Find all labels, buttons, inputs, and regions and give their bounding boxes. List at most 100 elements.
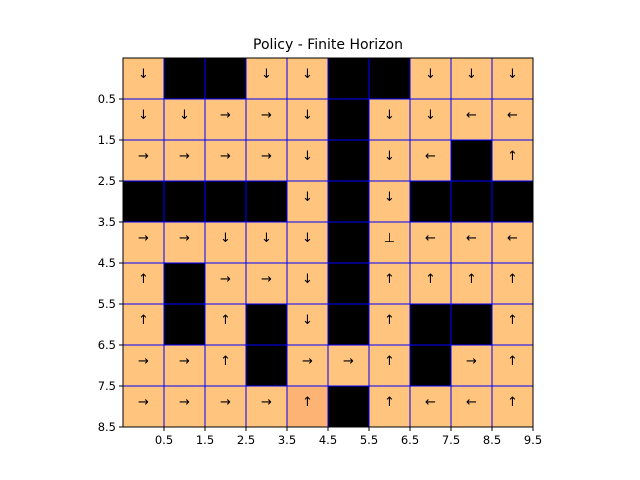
policy-arrow: ↑ xyxy=(384,272,395,287)
policy-arrow: ↓ xyxy=(302,149,313,164)
policy-cell xyxy=(204,344,247,387)
policy-cell xyxy=(245,98,288,141)
y-tick-label: 4.5 xyxy=(98,256,116,270)
grid-cells xyxy=(122,57,534,428)
policy-arrow: ← xyxy=(425,149,436,164)
policy-cell xyxy=(491,57,534,100)
policy-cell xyxy=(409,98,452,141)
policy-cell xyxy=(368,303,411,346)
policy-arrow: ← xyxy=(466,231,477,246)
policy-cell xyxy=(450,98,493,141)
wall-cell xyxy=(409,303,452,346)
policy-cell xyxy=(450,221,493,264)
policy-arrow: ↑ xyxy=(507,313,518,328)
policy-arrow: ↑ xyxy=(507,395,518,410)
wall-cell xyxy=(163,180,206,223)
x-tick-label: 2.5 xyxy=(237,433,255,447)
policy-cell xyxy=(368,344,411,387)
policy-arrow: ↓ xyxy=(302,313,313,328)
policy-arrow: → xyxy=(261,272,272,287)
policy-cell xyxy=(122,303,165,346)
policy-arrow: ↑ xyxy=(302,395,313,410)
policy-arrow: → xyxy=(220,395,231,410)
policy-arrow: ↓ xyxy=(507,67,518,82)
x-tick-label: 9.5 xyxy=(524,433,542,447)
x-tick-label: 6.5 xyxy=(401,433,419,447)
y-tick-label: 2.5 xyxy=(98,174,116,188)
wall-cell xyxy=(327,98,370,141)
policy-arrow: ↑ xyxy=(507,354,518,369)
policy-arrows: ↓ ↓ ↓ ↓ ↓ ↓ ↓ ↓ → → ↓ ↓ ↓ ← ← → → → → ↓ ↓ ← ↑ ↓ ↓ → → ↓ ↓ ↓ ⊥ ← ← ← ↑ → → ↓ ↑ ↑… xyxy=(138,67,518,410)
policy-arrow: → xyxy=(138,354,149,369)
x-tick-label: 8.5 xyxy=(483,433,501,447)
policy-arrow: → xyxy=(220,108,231,123)
policy-arrow: → xyxy=(179,231,190,246)
policy-arrow: ⊥ xyxy=(384,231,395,246)
policy-cell xyxy=(163,344,206,387)
policy-arrow: → xyxy=(138,149,149,164)
wall-cell xyxy=(245,303,288,346)
policy-arrow: ↑ xyxy=(384,313,395,328)
policy-arrow: → xyxy=(179,149,190,164)
policy-cell xyxy=(409,57,452,100)
policy-cell xyxy=(204,262,247,305)
policy-cell xyxy=(286,262,329,305)
y-tick-label: 5.5 xyxy=(98,297,116,311)
policy-arrow: ↓ xyxy=(302,272,313,287)
policy-arrow: ↓ xyxy=(302,231,313,246)
policy-cell xyxy=(368,139,411,182)
policy-cell xyxy=(163,139,206,182)
policy-arrow: ↑ xyxy=(384,354,395,369)
policy-arrow: ↓ xyxy=(384,149,395,164)
policy-cell xyxy=(491,98,534,141)
wall-cell xyxy=(163,303,206,346)
wall-cell xyxy=(409,344,452,387)
policy-arrow: ↑ xyxy=(138,313,149,328)
policy-cell xyxy=(245,262,288,305)
wall-cell xyxy=(450,139,493,182)
y-tick-label: 1.5 xyxy=(98,133,116,147)
policy-cell xyxy=(286,344,329,387)
x-tick-label: 3.5 xyxy=(278,433,296,447)
policy-arrow: ↑ xyxy=(220,354,231,369)
policy-cell xyxy=(163,98,206,141)
policy-arrow: → xyxy=(343,354,354,369)
policy-arrow: ↓ xyxy=(384,190,395,205)
policy-cell xyxy=(368,98,411,141)
wall-cell xyxy=(327,385,370,428)
x-axis-ticks: 0.5 1.5 2.5 3.5 4.5 5.5 6.5 7.5 8.5 9.5 xyxy=(155,427,542,447)
wall-cell xyxy=(163,262,206,305)
policy-arrow: → xyxy=(138,395,149,410)
x-tick-label: 4.5 xyxy=(319,433,337,447)
policy-cell xyxy=(491,221,534,264)
policy-cell xyxy=(409,385,452,428)
policy-arrow: ↓ xyxy=(384,108,395,123)
x-tick-label: 5.5 xyxy=(360,433,378,447)
policy-cell xyxy=(204,221,247,264)
policy-arrow: ↓ xyxy=(179,108,190,123)
policy-arrow: → xyxy=(302,354,313,369)
policy-arrow: ← xyxy=(425,395,436,410)
policy-cell xyxy=(450,344,493,387)
policy-arrow: ← xyxy=(466,108,477,123)
policy-cell xyxy=(368,385,411,428)
policy-cell xyxy=(327,344,370,387)
policy-cell xyxy=(409,221,452,264)
policy-arrow: ↑ xyxy=(507,272,518,287)
policy-cell xyxy=(450,385,493,428)
policy-arrow: → xyxy=(261,149,272,164)
wall-cell xyxy=(204,57,247,100)
policy-arrow: → xyxy=(261,108,272,123)
policy-arrow: ↑ xyxy=(138,272,149,287)
wall-cell xyxy=(409,180,452,223)
y-tick-label: 0.5 xyxy=(98,92,116,106)
x-tick-label: 7.5 xyxy=(442,433,460,447)
policy-arrow: → xyxy=(220,272,231,287)
policy-cell xyxy=(122,139,165,182)
wall-cell xyxy=(450,180,493,223)
policy-cell xyxy=(491,303,534,346)
policy-arrow: ← xyxy=(507,108,518,123)
policy-arrow: → xyxy=(138,231,149,246)
wall-cell xyxy=(163,57,206,100)
